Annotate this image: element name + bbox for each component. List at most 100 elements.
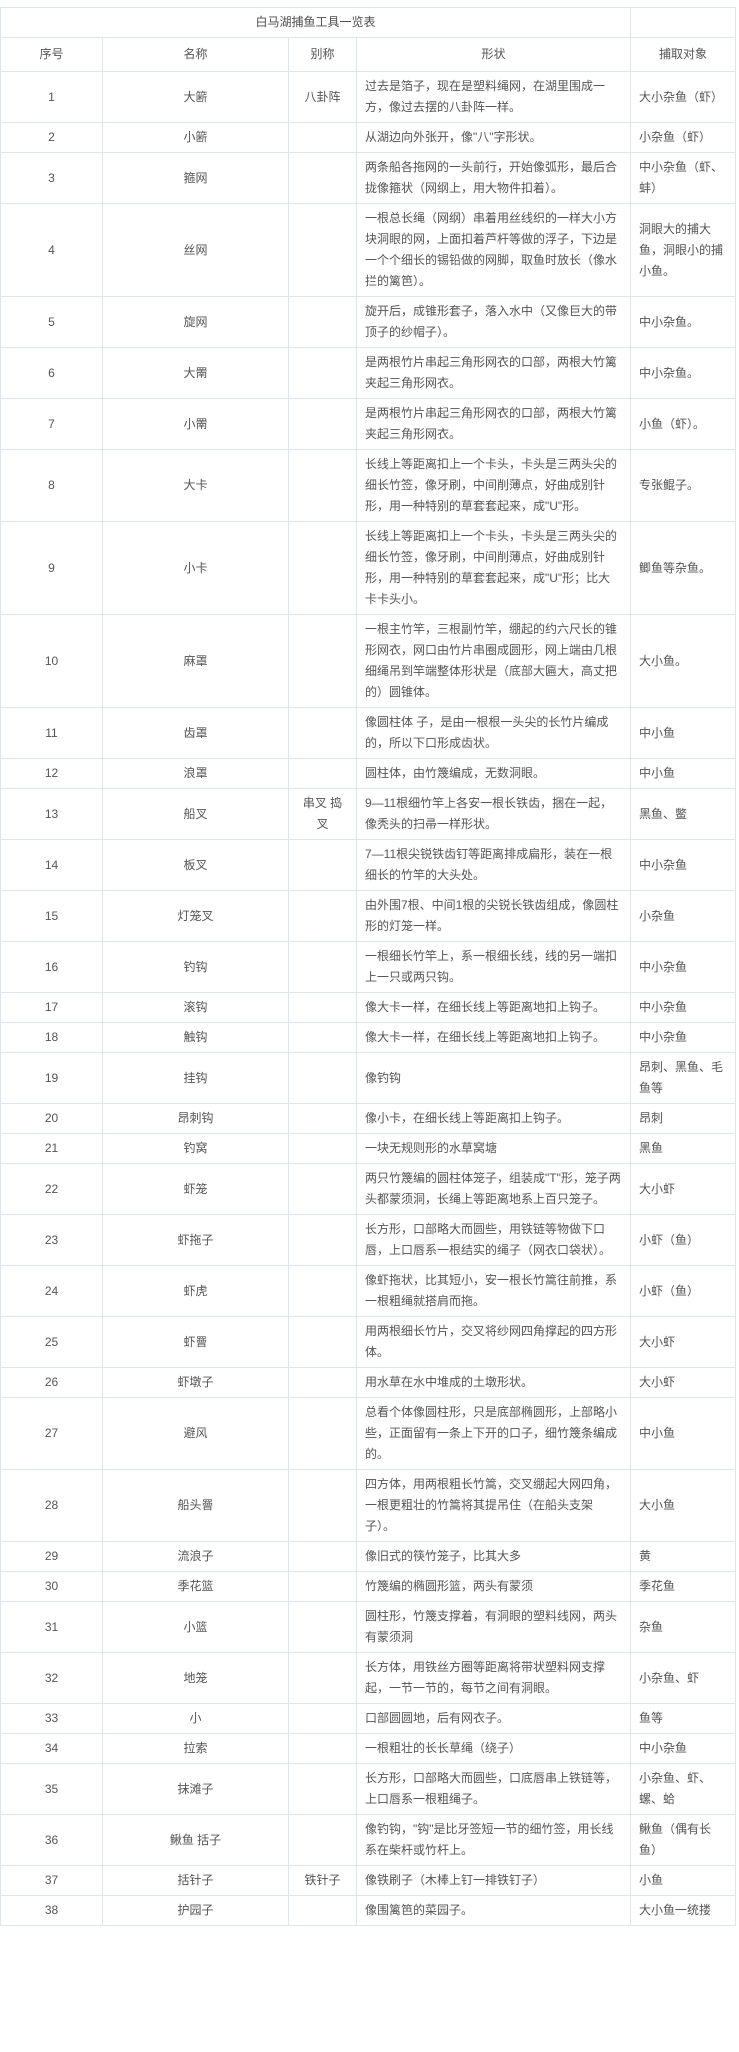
catch-target-cell: 鱼等 [630, 1703, 737, 1734]
row-no-cell: 34 [0, 1733, 103, 1764]
catch-target-cell: 小杂鱼、虾、螺、蛤 [630, 1763, 737, 1815]
catch-target-cell: 大小鱼一统搂 [630, 1895, 737, 1926]
shape-cell: 两条船各拖网的一头前行，开始像弧形，最后合拢像箍状（网纲上，用大物件扣着）。 [355, 152, 632, 204]
catch-target-cell: 杂鱼 [630, 1601, 737, 1653]
table-row: 24 虾虎 像虾拖状，比其短小，安一根长竹篙往前推，系一根粗绳就搭肩而拖。 小虾（鱼） [0, 1265, 737, 1317]
row-no-cell: 16 [0, 941, 103, 993]
column-header-alias: 别称 [288, 37, 357, 72]
tool-name-cell: 大罱 [102, 347, 289, 399]
alias-cell [288, 1265, 357, 1317]
table-row: 30 季花篮 竹篾编的椭圆形篮，两头有蒙须 季花鱼 [0, 1571, 737, 1602]
alias-cell [288, 890, 357, 942]
tool-name-cell: 麻罩 [102, 614, 289, 708]
tool-name-cell: 拉索 [102, 1733, 289, 1764]
row-no-cell: 7 [0, 398, 103, 450]
page: 白马湖捕鱼工具一览表 序号 名称 别称 形状 捕取对象 1 大簖 八卦阵 过去是箔子，… [0, 7, 737, 1926]
table-row: 36 鳅鱼 括子 像钓钩，"钩"是比牙签短一节的细竹签，用长线系在柴杆或竹杆上。 鳅鱼… [0, 1814, 737, 1866]
alias-cell [288, 1469, 357, 1542]
shape-cell: 长线上等距离扣上一个卡头，卡头是三两头尖的细长竹签，像牙刷，中间削薄点，好曲成别… [355, 449, 632, 522]
alias-cell [288, 1367, 357, 1398]
alias-cell [288, 707, 357, 759]
alias-cell [288, 1763, 357, 1815]
catch-target-cell: 大小杂鱼（虾） [630, 71, 737, 123]
catch-target-cell: 中小杂鱼 [630, 839, 737, 891]
table-row: 32 地笼 长方体，用铁丝方圈等距离将带状塑料网支撑起，一节一节的，每节之间有洞眼。… [0, 1652, 737, 1704]
tool-name-cell: 小簖 [102, 122, 289, 153]
table-head: 白马湖捕鱼工具一览表 序号 名称 别称 形状 捕取对象 [0, 7, 737, 72]
alias-cell [288, 347, 357, 399]
tool-name-cell: 抹滩子 [102, 1763, 289, 1815]
row-no-cell: 36 [0, 1814, 103, 1866]
catch-target-cell: 大小虾 [630, 1367, 737, 1398]
catch-target-cell: 小虾（鱼） [630, 1214, 737, 1266]
shape-cell: 用两根细长竹片，交叉将纱网四角撑起的四方形体。 [355, 1316, 632, 1368]
catch-target-cell: 小鱼（虾）。 [630, 398, 737, 450]
table-row: 17 滚钩 像大卡一样，在细长线上等距离地扣上钩子。 中小杂鱼 [0, 992, 737, 1023]
alias-cell [288, 1214, 357, 1266]
tool-name-cell: 钓钩 [102, 941, 289, 993]
tool-name-cell: 虾罾 [102, 1316, 289, 1368]
alias-cell [288, 1601, 357, 1653]
alias-cell [288, 1163, 357, 1215]
catch-target-cell: 大小鱼 [630, 1469, 737, 1542]
row-no-cell: 17 [0, 992, 103, 1023]
alias-cell [288, 758, 357, 789]
alias-cell [288, 1814, 357, 1866]
alias-cell [288, 992, 357, 1023]
catch-target-cell: 季花鱼 [630, 1571, 737, 1602]
catch-target-cell: 中小杂鱼（虾、蚌） [630, 152, 737, 204]
shape-cell: 像大卡一样，在细长线上等距离地扣上钩子。 [355, 1022, 632, 1053]
row-no-cell: 8 [0, 449, 103, 522]
row-no-cell: 30 [0, 1571, 103, 1602]
shape-cell: 两只竹篾编的圆柱体笼子，组装成"T"形，笼子两头都蒙须洞，长绳上等距离地系上百只… [355, 1163, 632, 1215]
alias-cell [288, 398, 357, 450]
alias-cell [288, 1052, 357, 1104]
shape-cell: 像钓钩 [355, 1052, 632, 1104]
shape-cell: 9—11根细竹竿上各安一根长铁齿，捆在一起，像秃头的扫帚一样形状。 [355, 788, 632, 840]
column-header-shape: 形状 [355, 37, 632, 72]
catch-target-cell: 中小鱼 [630, 758, 737, 789]
alias-cell [288, 203, 357, 297]
shape-cell: 口部圆圆地，后有网衣子。 [355, 1703, 632, 1734]
alias-cell [288, 1022, 357, 1053]
table-row: 7 小罱 是两根竹片串起三角形网衣的口部，两根大竹篱夹起三角形网衣。 小鱼（虾）。 [0, 398, 737, 450]
row-no-cell: 28 [0, 1469, 103, 1542]
shape-cell: 一根粗壮的长长草绳（绕子） [355, 1733, 632, 1764]
tool-name-cell: 小 [102, 1703, 289, 1734]
shape-cell: 过去是箔子，现在是塑料绳网，在湖里围成一方，像过去摆的八卦阵一样。 [355, 71, 632, 123]
shape-cell: 长方形，口部略大而圆些，用铁链等物做下口唇，上口唇系一根结实的绳子（网衣口袋状）… [355, 1214, 632, 1266]
shape-cell: 一根细长竹竿上，系一根细长线，线的另一端扣上一只或两只钩。 [355, 941, 632, 993]
table-row: 16 钓钩 一根细长竹竿上，系一根细长线，线的另一端扣上一只或两只钩。 中小杂鱼 [0, 941, 737, 993]
catch-target-cell: 小杂鱼 [630, 890, 737, 942]
tool-name-cell: 括针子 [102, 1865, 289, 1896]
table-row: 28 船头罾 四方体，用两根粗长竹篙，交叉绷起大网四角，一根更粗壮的竹篙将其提吊住（… [0, 1469, 737, 1542]
row-no-cell: 3 [0, 152, 103, 204]
catch-target-cell: 黄 [630, 1541, 737, 1572]
catch-target-cell: 小杂鱼（虾） [630, 122, 737, 153]
shape-cell: 圆柱体，由竹篾编成，无数洞眼。 [355, 758, 632, 789]
tool-name-cell: 船头罾 [102, 1469, 289, 1542]
tool-name-cell: 昂刺钩 [102, 1103, 289, 1134]
tool-name-cell: 丝网 [102, 203, 289, 297]
row-no-cell: 19 [0, 1052, 103, 1104]
shape-cell: 是两根竹片串起三角形网衣的口部，两根大竹篱夹起三角形网衣。 [355, 347, 632, 399]
catch-target-cell: 中小杂鱼 [630, 1733, 737, 1764]
fishing-tools-table: 白马湖捕鱼工具一览表 序号 名称 别称 形状 捕取对象 1 大簖 八卦阵 过去是箔子，… [0, 7, 737, 1926]
tool-name-cell: 旋网 [102, 296, 289, 348]
table-row: 12 浪罩 圆柱体，由竹篾编成，无数洞眼。 中小鱼 [0, 758, 737, 789]
shape-cell: 一根主竹竿，三根副竹竿，绷起的约六尺长的锥形网衣，网口由竹片串圈成圆形，网上端由… [355, 614, 632, 708]
row-no-cell: 18 [0, 1022, 103, 1053]
table-row: 34 拉索 一根粗壮的长长草绳（绕子） 中小杂鱼 [0, 1733, 737, 1764]
shape-cell: 竹篾编的椭圆形篮，两头有蒙须 [355, 1571, 632, 1602]
row-no-cell: 38 [0, 1895, 103, 1926]
row-no-cell: 2 [0, 122, 103, 153]
alias-cell [288, 521, 357, 615]
tool-name-cell: 大簖 [102, 71, 289, 123]
shape-cell: 像钓钩，"钩"是比牙签短一节的细竹签，用长线系在柴杆或竹杆上。 [355, 1814, 632, 1866]
table-row: 25 虾罾 用两根细长竹片，交叉将纱网四角撑起的四方形体。 大小虾 [0, 1316, 737, 1368]
tool-name-cell: 护园子 [102, 1895, 289, 1926]
row-no-cell: 35 [0, 1763, 103, 1815]
alias-cell [288, 1895, 357, 1926]
row-no-cell: 13 [0, 788, 103, 840]
table-row: 18 触钩 像大卡一样，在细长线上等距离地扣上钩子。 中小杂鱼 [0, 1022, 737, 1053]
